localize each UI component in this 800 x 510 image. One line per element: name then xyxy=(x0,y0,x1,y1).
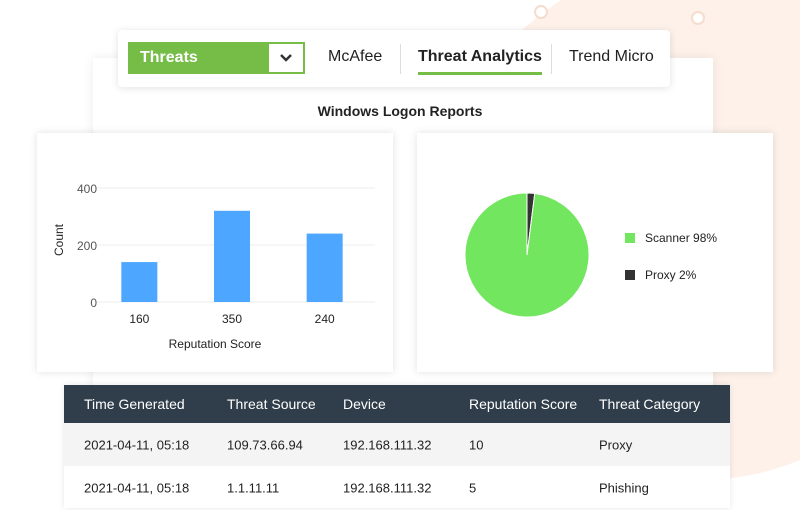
cell-time: 2021-04-11, 05:18 xyxy=(84,480,190,495)
pie-chart xyxy=(464,192,590,318)
y-tick-label: 0 xyxy=(90,296,97,310)
tab-trend-micro[interactable]: Trend Micro xyxy=(569,48,654,65)
cell-category: Proxy xyxy=(599,437,633,452)
cell-score: 10 xyxy=(469,437,484,452)
pie-chart-card: Scanner 98% Proxy 2% xyxy=(417,133,773,372)
table-row[interactable]: 2021-04-11, 05:18 1.1.11.11 192.168.111.… xyxy=(64,466,730,509)
background-dot xyxy=(534,5,548,19)
cell-source: 109.73.66.94 xyxy=(227,437,303,452)
top-nav: Threats McAfee Threat Analytics Trend Mi… xyxy=(118,30,670,87)
column-header[interactable]: Time Generated xyxy=(84,396,185,412)
tab-threat-analytics[interactable]: Threat Analytics xyxy=(418,48,542,75)
bar-chart: 0 200 400 160 350 240 Reputation Score Count xyxy=(52,182,375,351)
table-row[interactable]: 2021-04-11, 05:18 109.73.66.94 192.168.1… xyxy=(64,423,730,466)
pie-slice xyxy=(464,192,590,318)
divider xyxy=(400,44,401,74)
bar xyxy=(306,233,343,302)
table-header: Time Generated Threat Source Device Repu… xyxy=(64,385,730,423)
cell-time: 2021-04-11, 05:18 xyxy=(84,437,190,452)
dropdown-label: Threats xyxy=(140,49,198,66)
cell-device: 192.168.111.32 xyxy=(343,437,432,452)
threats-dropdown[interactable]: Threats xyxy=(128,42,305,74)
legend-label: Scanner 98% xyxy=(645,231,718,245)
y-axis-label: Count xyxy=(52,223,66,256)
column-header[interactable]: Threat Category xyxy=(599,396,701,412)
bar-chart-card: 0 200 400 160 350 240 Reputation Score Count xyxy=(37,133,393,372)
x-tick-label: 160 xyxy=(129,312,149,326)
cell-source: 1.1.11.11 xyxy=(227,480,280,495)
y-tick-label: 200 xyxy=(77,239,97,253)
legend-scanner: Scanner 98% xyxy=(625,231,717,245)
x-tick-label: 240 xyxy=(315,312,335,326)
legend-swatch xyxy=(625,233,635,243)
bar xyxy=(214,210,250,302)
x-tick-label: 350 xyxy=(222,312,242,326)
column-header[interactable]: Device xyxy=(343,396,386,412)
x-axis-label: Reputation Score xyxy=(169,337,262,351)
cell-device: 192.168.111.32 xyxy=(343,480,432,495)
y-tick-label: 400 xyxy=(77,182,97,196)
cell-score: 5 xyxy=(469,480,477,495)
legend-label: Proxy 2% xyxy=(645,268,697,282)
cell-category: Phishing xyxy=(599,480,649,495)
column-header[interactable]: Reputation Score xyxy=(469,396,578,412)
threat-table: Time Generated Threat Source Device Repu… xyxy=(64,385,730,508)
column-header[interactable]: Threat Source xyxy=(227,396,316,412)
report-title: Windows Logon Reports xyxy=(317,103,483,119)
legend-proxy: Proxy 2% xyxy=(625,268,696,282)
background-dot xyxy=(691,11,705,25)
tab-mcafee[interactable]: McAfee xyxy=(328,48,383,65)
divider xyxy=(551,44,552,74)
bar xyxy=(121,262,158,302)
legend-swatch xyxy=(625,270,635,280)
chevron-down-icon[interactable] xyxy=(269,44,303,72)
